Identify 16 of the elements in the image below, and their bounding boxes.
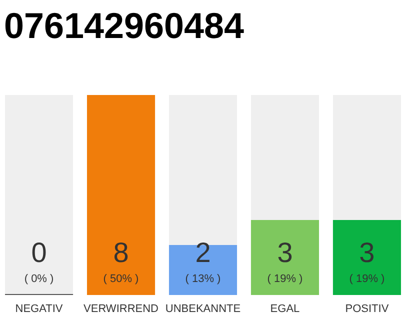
x-tick-label: EGAL [270,303,300,315]
data-label: 2 [195,237,211,268]
data-label: 3 [277,237,293,268]
annotation: ( 50% ) [103,273,139,285]
x-tick-label: UNBEKANNTE [165,303,241,315]
annotation: ( 19% ) [349,273,385,285]
annotation: ( 13% ) [185,273,221,285]
data-label: 8 [113,237,129,268]
annotation: ( 19% ) [267,273,303,285]
data-label: 3 [359,237,375,268]
chart-title: 076142960484 [4,5,244,46]
annotation: ( 0% ) [24,273,54,285]
data-label: 0 [31,237,47,268]
x-tick-label: VERWIRREND [84,303,159,315]
x-tick-label: NEGATIV [15,303,64,315]
x-tick-label: POSITIV [345,303,390,315]
